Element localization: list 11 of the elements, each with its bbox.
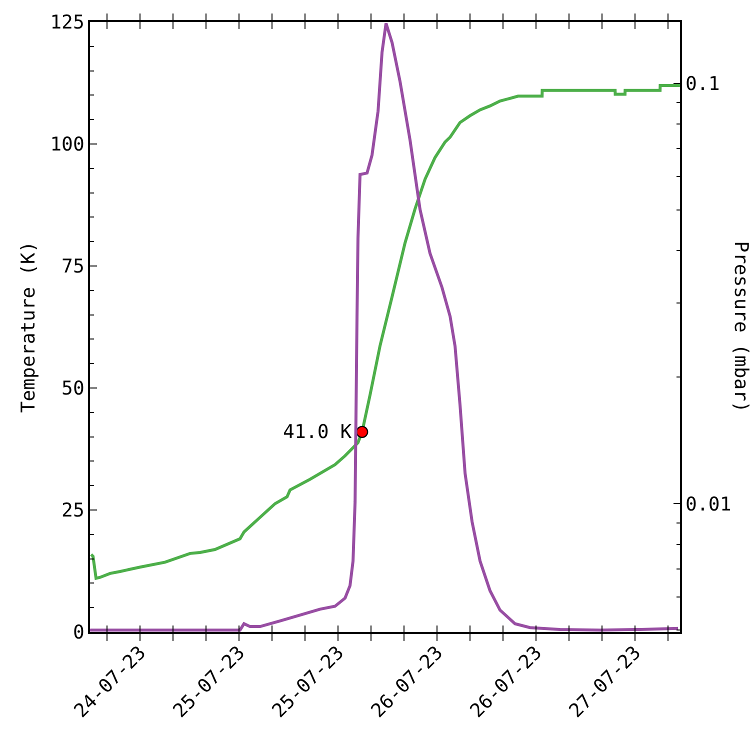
y-tick-label: 100 [50, 134, 84, 156]
y-tick-label: 0 [72, 622, 84, 644]
annotation: 41.0 K [283, 421, 352, 443]
y2-axis-title: Pressure (mbar) [730, 241, 752, 413]
y2-tick-label: 0.01 [686, 493, 732, 516]
y2-tick-label: 0.1 [686, 73, 720, 96]
y-tick-label: 25 [62, 500, 84, 522]
y-tick-label: 75 [62, 256, 84, 278]
y-tick-label: 125 [50, 12, 84, 34]
y-tick-label: 50 [62, 378, 84, 400]
y-axis-title: Temperature (K) [17, 241, 40, 413]
